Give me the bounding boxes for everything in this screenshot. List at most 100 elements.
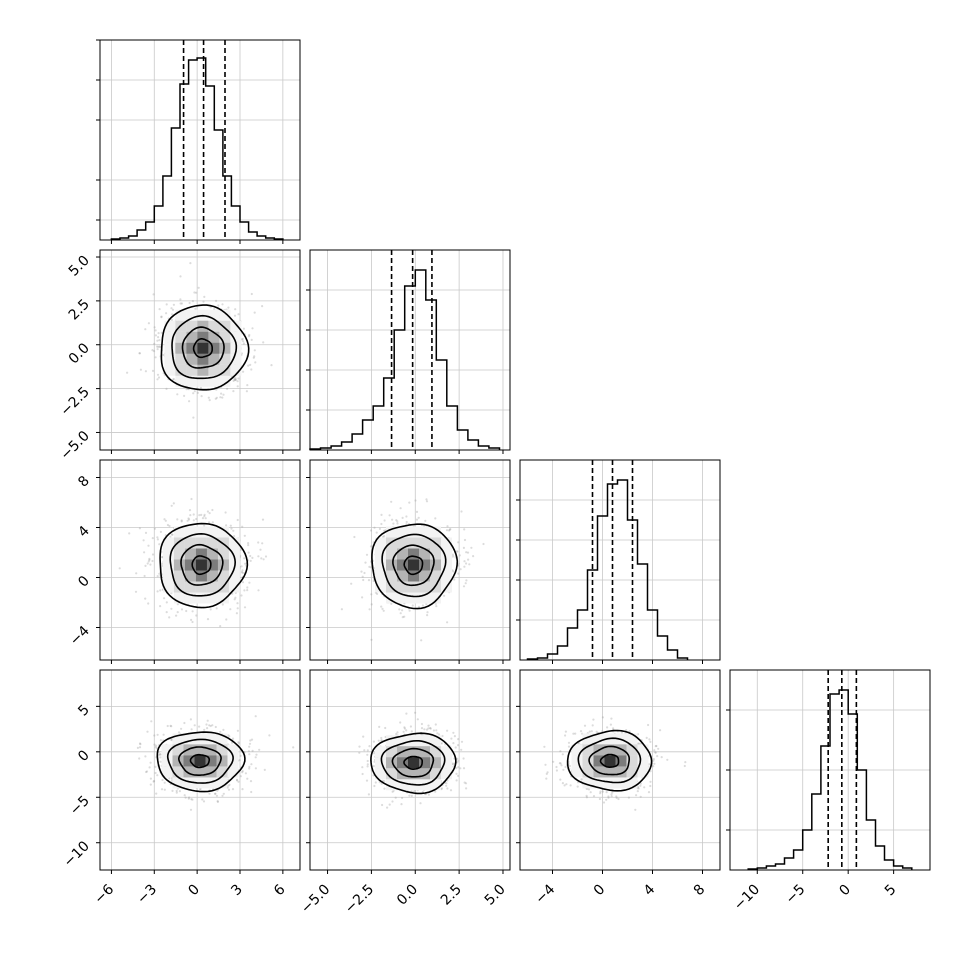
density-cell bbox=[195, 581, 207, 593]
scatter-point bbox=[408, 609, 411, 612]
scatter-point bbox=[188, 796, 191, 799]
scatter-point bbox=[201, 798, 204, 801]
scatter-point bbox=[402, 730, 405, 733]
scatter-point bbox=[457, 766, 460, 769]
scatter-point bbox=[262, 558, 265, 561]
scatter-point bbox=[153, 342, 156, 345]
scatter-point bbox=[159, 589, 162, 592]
scatter-point bbox=[237, 377, 240, 380]
scatter-point bbox=[429, 726, 432, 730]
density-cell bbox=[397, 548, 409, 560]
scatter-point bbox=[151, 553, 155, 556]
density-cell bbox=[230, 331, 242, 343]
scatter-point bbox=[226, 387, 229, 390]
scatter-point bbox=[446, 729, 449, 732]
scatter-point bbox=[242, 342, 245, 345]
scatter-point bbox=[360, 570, 363, 573]
scatter-point bbox=[188, 400, 191, 403]
scatter-point bbox=[136, 746, 139, 750]
scatter-point bbox=[189, 514, 192, 517]
scatter-point bbox=[380, 513, 383, 517]
density-cell bbox=[175, 364, 187, 376]
scatter-point bbox=[350, 582, 353, 585]
density-cell bbox=[206, 592, 218, 604]
scatter-point bbox=[236, 729, 239, 732]
scatter-point bbox=[249, 559, 252, 563]
scatter-point bbox=[138, 742, 142, 745]
density-cell bbox=[208, 331, 220, 343]
scatter-point bbox=[198, 725, 201, 728]
scatter-point bbox=[470, 546, 473, 549]
scatter-point bbox=[192, 392, 195, 395]
scatter-point bbox=[175, 789, 178, 793]
panel-2-2 bbox=[516, 459, 721, 664]
scatter-point bbox=[187, 517, 190, 520]
x-tick-label: 0 bbox=[185, 882, 203, 900]
scatter-point bbox=[199, 386, 202, 389]
scatter-point bbox=[159, 739, 162, 742]
y-tick-label: 5.0 bbox=[66, 253, 93, 280]
y-tick-label: −4 bbox=[67, 623, 93, 649]
scatter-point bbox=[362, 735, 365, 738]
scatter-point bbox=[165, 611, 168, 614]
scatter-point bbox=[243, 534, 246, 537]
density-cell bbox=[219, 375, 231, 387]
histogram-series-0 bbox=[110, 57, 284, 240]
scatter-point bbox=[243, 589, 246, 592]
scatter-point bbox=[353, 535, 356, 539]
scatter-point bbox=[166, 724, 169, 728]
scatter-point bbox=[451, 553, 454, 556]
scatter-point bbox=[172, 377, 175, 381]
scatter-point bbox=[151, 537, 154, 540]
scatter-point bbox=[227, 306, 230, 309]
scatter-point bbox=[160, 331, 163, 334]
density-cell bbox=[219, 309, 231, 321]
density-cell bbox=[219, 353, 231, 365]
density-cell bbox=[184, 570, 196, 582]
scatter-point bbox=[152, 293, 155, 296]
contour-3 bbox=[191, 555, 212, 576]
scatter-point bbox=[231, 737, 235, 740]
density-cell bbox=[219, 320, 231, 332]
contour-2 bbox=[180, 543, 224, 586]
scatter-point bbox=[224, 511, 227, 514]
density-cell bbox=[197, 320, 209, 332]
scatter-point bbox=[227, 734, 230, 737]
scatter-point bbox=[414, 711, 417, 714]
scatter-point bbox=[230, 527, 233, 530]
scatter-point bbox=[180, 302, 183, 305]
scatter-point bbox=[409, 725, 412, 728]
density-cell bbox=[195, 570, 207, 582]
scatter-point bbox=[370, 638, 373, 641]
scatter-point bbox=[233, 378, 236, 381]
scatter-point bbox=[170, 307, 173, 310]
scatter-point bbox=[463, 538, 467, 542]
scatter-point bbox=[250, 292, 253, 296]
panel-frame bbox=[309, 249, 511, 451]
scatter-point bbox=[165, 387, 168, 390]
density-cell bbox=[419, 559, 431, 571]
scatter-point bbox=[448, 529, 451, 532]
scatter-point bbox=[138, 352, 141, 355]
scatter-point bbox=[455, 779, 458, 782]
scatter-point bbox=[198, 514, 201, 517]
scatter-point bbox=[449, 528, 452, 531]
scatter-point bbox=[138, 352, 141, 355]
scatter-point bbox=[207, 396, 210, 399]
scatter-point bbox=[195, 291, 198, 294]
density-cell bbox=[228, 548, 240, 560]
scatter-point bbox=[399, 612, 402, 615]
scatter-point bbox=[154, 329, 157, 332]
density-cell bbox=[162, 570, 174, 582]
scatter-point bbox=[146, 562, 149, 565]
density-cell bbox=[217, 548, 229, 560]
scatter-point bbox=[376, 592, 379, 596]
scatter-point bbox=[164, 519, 167, 522]
scatter-point bbox=[453, 735, 456, 738]
scatter-point bbox=[392, 522, 395, 525]
density-cell bbox=[175, 342, 187, 354]
density-cell bbox=[186, 309, 198, 321]
scatter-point bbox=[463, 781, 466, 784]
scatter-point bbox=[148, 766, 151, 769]
density-cell bbox=[208, 375, 220, 387]
